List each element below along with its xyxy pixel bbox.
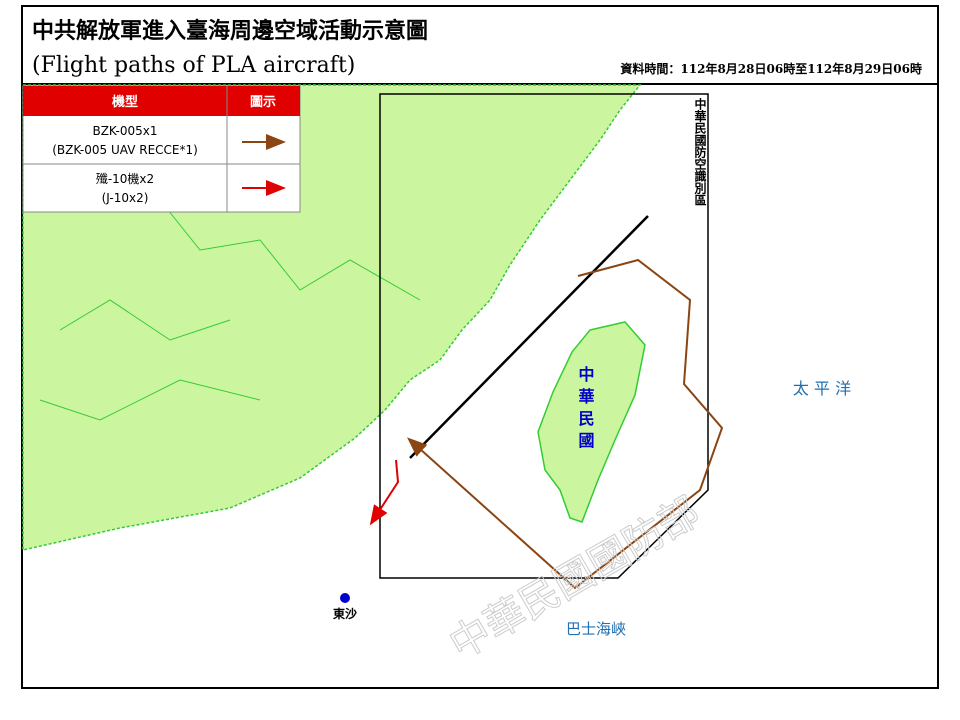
legend-header: 圖示 xyxy=(250,94,276,110)
data-time: 資料時間：112年8月28日06時至112年8月29日06時 xyxy=(620,61,922,76)
adiz-label: 中華民國防空識別區 xyxy=(693,97,707,206)
bashi-label: 巴士海峽 xyxy=(566,620,626,638)
legend: 機型 圖示 BZK-005x1 (BZK-005 UAV RECCE*1) 殲-… xyxy=(22,85,301,213)
dongsha-point xyxy=(340,593,350,603)
legend-label: (J-10x2) xyxy=(102,191,149,205)
dongsha-label: 東沙 xyxy=(333,606,357,621)
legend-label: 殲-10機x2 xyxy=(96,171,154,186)
legend-label: BZK-005x1 xyxy=(92,124,157,138)
legend-header: 機型 xyxy=(112,94,138,110)
pacific-label: 太 平 洋 xyxy=(793,379,851,398)
taiwan-label: 中華民國 xyxy=(576,365,595,454)
taiwan xyxy=(537,321,646,523)
legend-header-bg xyxy=(23,86,300,116)
legend-label: (BZK-005 UAV RECCE*1) xyxy=(52,143,198,157)
bzk-005-path xyxy=(407,258,724,590)
adiz-border xyxy=(379,93,709,579)
province-borders xyxy=(39,199,421,421)
subtitle: (Flight paths of PLA aircraft) xyxy=(32,53,355,78)
j-10-path xyxy=(369,459,400,526)
median-line xyxy=(409,215,649,459)
title: 中共解放軍進入臺海周邊空域活動示意圖 xyxy=(32,18,428,44)
